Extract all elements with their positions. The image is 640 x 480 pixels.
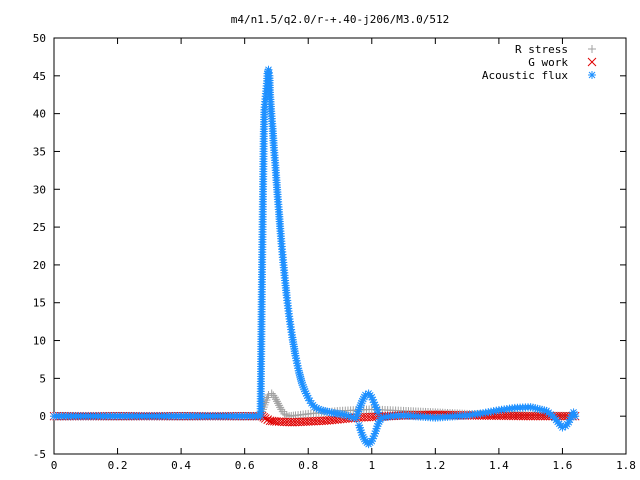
x-tick-label: 0.6 bbox=[235, 459, 255, 472]
legend-label: G work bbox=[528, 56, 568, 69]
data-point bbox=[374, 408, 383, 417]
legend-marker bbox=[588, 45, 596, 53]
data-point bbox=[272, 397, 281, 406]
y-tick-label: 5 bbox=[39, 372, 46, 385]
legend-marker bbox=[588, 71, 596, 79]
x-tick-label: 0.2 bbox=[108, 459, 128, 472]
legend-label: R stress bbox=[515, 43, 568, 56]
y-tick-label: 20 bbox=[33, 259, 46, 272]
y-tick-label: 35 bbox=[33, 145, 46, 158]
x-tick-label: 0 bbox=[51, 459, 58, 472]
y-tick-label: -5 bbox=[33, 448, 46, 461]
y-tick-label: 0 bbox=[39, 410, 46, 423]
x-tick-label: 1 bbox=[368, 459, 375, 472]
y-tick-label: 15 bbox=[33, 297, 46, 310]
y-tick-label: 45 bbox=[33, 70, 46, 83]
data-point bbox=[274, 399, 283, 408]
y-tick-label: 10 bbox=[33, 335, 46, 348]
series-acoustic-flux bbox=[50, 65, 580, 449]
y-tick-label: 50 bbox=[33, 32, 46, 45]
data-point bbox=[267, 389, 276, 398]
x-tick-label: 1.6 bbox=[553, 459, 573, 472]
data-point bbox=[566, 413, 575, 422]
data-point bbox=[275, 401, 284, 410]
y-tick-label: 25 bbox=[33, 221, 46, 234]
plot-frame bbox=[53, 37, 627, 455]
legend-label: Acoustic flux bbox=[482, 69, 568, 82]
x-tick-label: 1.2 bbox=[425, 459, 445, 472]
x-tick-label: 0.4 bbox=[171, 459, 191, 472]
data-point bbox=[271, 395, 280, 404]
data-point bbox=[270, 393, 279, 402]
x-tick-label: 0.8 bbox=[298, 459, 318, 472]
y-tick-label: 40 bbox=[33, 108, 46, 121]
chart-title: m4/n1.5/q2.0/r-+.40-j206/M3.0/512 bbox=[231, 13, 450, 26]
series-layer bbox=[49, 65, 580, 449]
x-tick-label: 1.8 bbox=[616, 459, 636, 472]
x-tick-label: 1.4 bbox=[489, 459, 509, 472]
data-point bbox=[571, 412, 580, 421]
y-tick-label: 30 bbox=[33, 183, 46, 196]
data-point bbox=[276, 403, 285, 412]
axes: 0 0.2 0.4 0.6 0.8 1 1.2 1.4 1.6 1.8 -5 0 5 10 15 20 25 30… bbox=[33, 32, 636, 472]
legend-marker bbox=[587, 57, 597, 67]
